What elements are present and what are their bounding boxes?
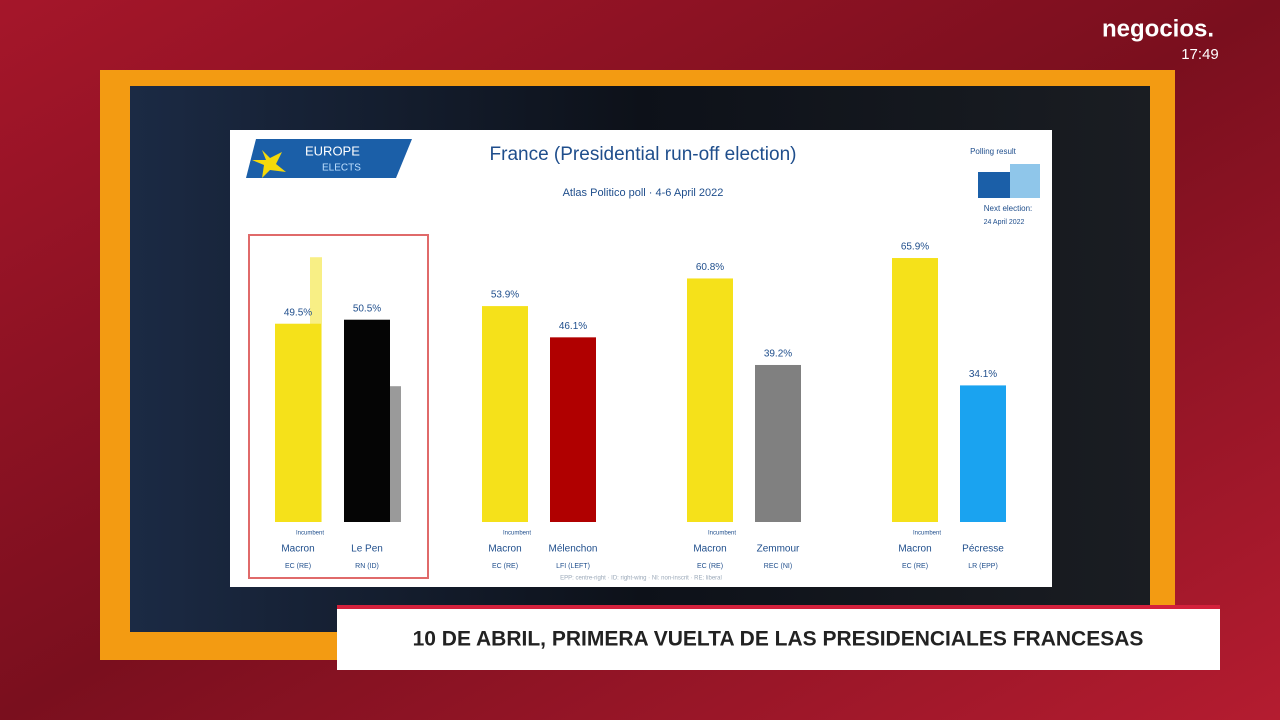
bar [550,337,596,522]
logo [246,139,412,178]
highlight-box [248,234,429,579]
party-label: REC (NI) [764,563,792,570]
next-election: Next election: [984,204,1032,213]
value-label: 65.9% [901,242,929,253]
bar [275,323,321,522]
incumbent-label: Incumbent [913,531,941,537]
party-label: EC (RE) [902,563,928,570]
previous-bar [389,386,401,522]
logo-text: ELECTS [322,163,361,174]
party-label: EC (RE) [492,563,518,570]
plot: 49.5% Macron EC (RE) Incumbent 50.5% Le Pen RN… [275,242,1006,570]
party-label: EC (RE) [285,563,311,570]
bar [482,306,528,522]
value-label: 46.1% [559,321,587,332]
logo-star [252,150,286,178]
party-label: LFI (LEFT) [556,563,590,570]
legend-label: Polling result [970,147,1017,156]
chart-title: France (Presidential run-off election) [490,144,797,165]
incumbent-label: Incumbent [503,531,531,537]
footnote: EPP: centre-right · ID: right-wing · NI:… [560,576,722,582]
category-label: Macron [898,544,931,555]
logo-text: EUROPE [305,143,360,158]
brand: negocios. [1102,15,1214,42]
bar [344,319,390,522]
incumbent-label: Incumbent [296,531,324,537]
bar [892,258,938,522]
chart-subtitle: Atlas Politico poll · 4-6 April 2022 [563,187,724,199]
incumbent-label: Incumbent [708,531,736,537]
category-label: Mélenchon [549,544,598,555]
ticker-text: 10 DE ABRIL, PRIMERA VUELTA DE LAS PRESI… [413,628,1144,651]
next-election-date: 24 April 2022 [984,219,1025,226]
category-label: Macron [281,544,314,555]
legend-swatch [978,172,1010,198]
party-label: EC (RE) [697,563,723,570]
clock: 17:49 [1181,46,1219,63]
value-label: 60.8% [696,262,724,273]
bar [755,364,801,522]
category-label: Macron [488,544,521,555]
ticker-accent [337,605,1220,609]
category-label: Pécresse [962,544,1004,555]
party-label: LR (EPP) [968,563,998,570]
category-label: Macron [693,544,726,555]
value-label: 34.1% [969,369,997,380]
category-label: Zemmour [757,544,800,555]
value-label: 50.5% [353,303,381,314]
bar [960,385,1006,522]
bar [687,278,733,522]
ticker-box [337,605,1220,670]
value-label: 49.5% [284,307,312,318]
legend-swatch [1010,164,1040,198]
value-label: 39.2% [764,349,792,360]
category-label: Le Pen [351,544,383,555]
party-label: RN (ID) [355,563,379,570]
value-label: 53.9% [491,290,519,301]
